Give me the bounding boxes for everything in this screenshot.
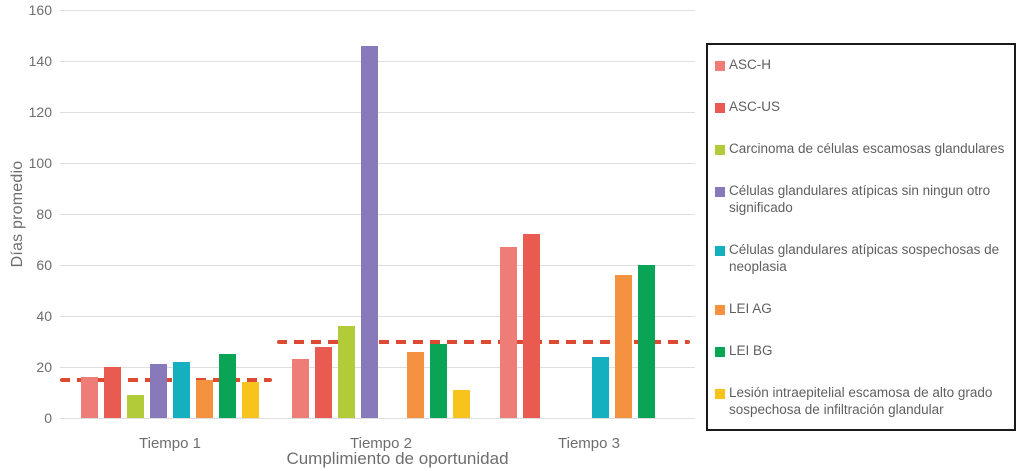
x-tick-label-2: Tiempo 2 [350, 435, 412, 452]
gridline-y-0 [60, 418, 695, 419]
legend-swatch-icon [715, 61, 725, 71]
bar-group-tiempo-2 [292, 45, 470, 418]
legend-label: LEI BG [729, 343, 773, 359]
legend-swatch-icon [715, 347, 725, 358]
legend-item-6: LEI AG [715, 301, 1010, 318]
legend-item-5: Células glandulares atípicas sospechosas… [715, 242, 1010, 276]
bar-células-1 [150, 364, 167, 418]
y-tick-label-140: 140 [28, 53, 52, 69]
legend-box: ASC-H ASC-US Carcinoma de células escamosa… [706, 43, 1016, 431]
bar-lei-1 [196, 379, 213, 418]
legend-label: Lesión intraepitelial escamosa de alto g… [729, 385, 993, 418]
legend-item-4: Células glandulares atípicas sin ningun … [715, 183, 1010, 217]
y-tick-label-0: 0 [44, 410, 52, 426]
bar-asc-us-1 [104, 367, 121, 418]
legend-swatch-icon [715, 246, 725, 257]
y-tick-label-60: 60 [36, 257, 52, 273]
legend-swatch-icon [715, 145, 725, 156]
y-tick-label-40: 40 [36, 308, 52, 324]
legend-item-2: ASC-US [715, 99, 1010, 116]
legend-label: ASC-H [729, 57, 772, 72]
bar-lesión-2 [453, 389, 470, 418]
x-axis-title: Cumplimiento de oportunidad [286, 449, 509, 468]
plot-area: 0 20 40 60 80 100 120 140 160 Tiempo 1 Tiempo 2 Tie… [29, 2, 695, 452]
bar-células-2 [361, 45, 378, 418]
gridline-y-160 [60, 10, 695, 11]
legend-swatch-icon [715, 103, 725, 114]
bar-lesión-1 [242, 382, 259, 418]
legend-item-1: ASC-H [715, 57, 1010, 74]
y-tick-label-100: 100 [28, 155, 52, 171]
legend-item-7: LEI BG [715, 343, 1010, 360]
bar-asc-us-2 [315, 346, 332, 418]
bar-lei-3 [638, 265, 655, 418]
bar-lei-2 [407, 351, 424, 418]
legend-label: Carcinoma de células escamosas glandular… [729, 141, 1005, 157]
legend-swatch-icon [715, 305, 725, 316]
x-tick-label-3: Tiempo 3 [558, 435, 620, 452]
bar-asc-h-2 [292, 359, 309, 418]
legend-label: ASC-US [729, 99, 781, 115]
legend-swatch-icon [715, 389, 725, 400]
legend-label: Células glandulares atípicas sospechosas… [729, 242, 1000, 274]
bar-group-tiempo-3 [500, 234, 678, 418]
legend-item-8: Lesión intraepitelial escamosa de alto g… [715, 385, 1010, 419]
y-tick-label-80: 80 [36, 206, 52, 222]
bar-carcinoma-2 [338, 326, 355, 418]
bar-lei-2 [430, 344, 447, 418]
legend-label: LEI AG [729, 301, 772, 317]
bar-lei-1 [219, 354, 236, 418]
reference-line-2 [277, 339, 690, 344]
bar-carcinoma-1 [127, 395, 144, 418]
bar-células-1 [173, 361, 190, 418]
x-tick-label-1: Tiempo 1 [139, 435, 201, 452]
bar-group-tiempo-1 [81, 354, 259, 418]
bar-asc-h-1 [81, 377, 98, 418]
y-tick-label-120: 120 [28, 104, 52, 120]
y-tick-label-160: 160 [28, 2, 52, 18]
bar-lei-3 [615, 275, 632, 418]
y-tick-label-20: 20 [36, 359, 52, 375]
legend-item-3: Carcinoma de células escamosas glandular… [715, 141, 1010, 158]
bar-asc-us-3 [523, 234, 540, 418]
bar-células-3 [592, 356, 609, 418]
legend-swatch-icon [715, 187, 725, 198]
bar-asc-h-3 [500, 247, 517, 418]
legend-label: Células glandulares atípicas sin ningun … [729, 183, 991, 216]
